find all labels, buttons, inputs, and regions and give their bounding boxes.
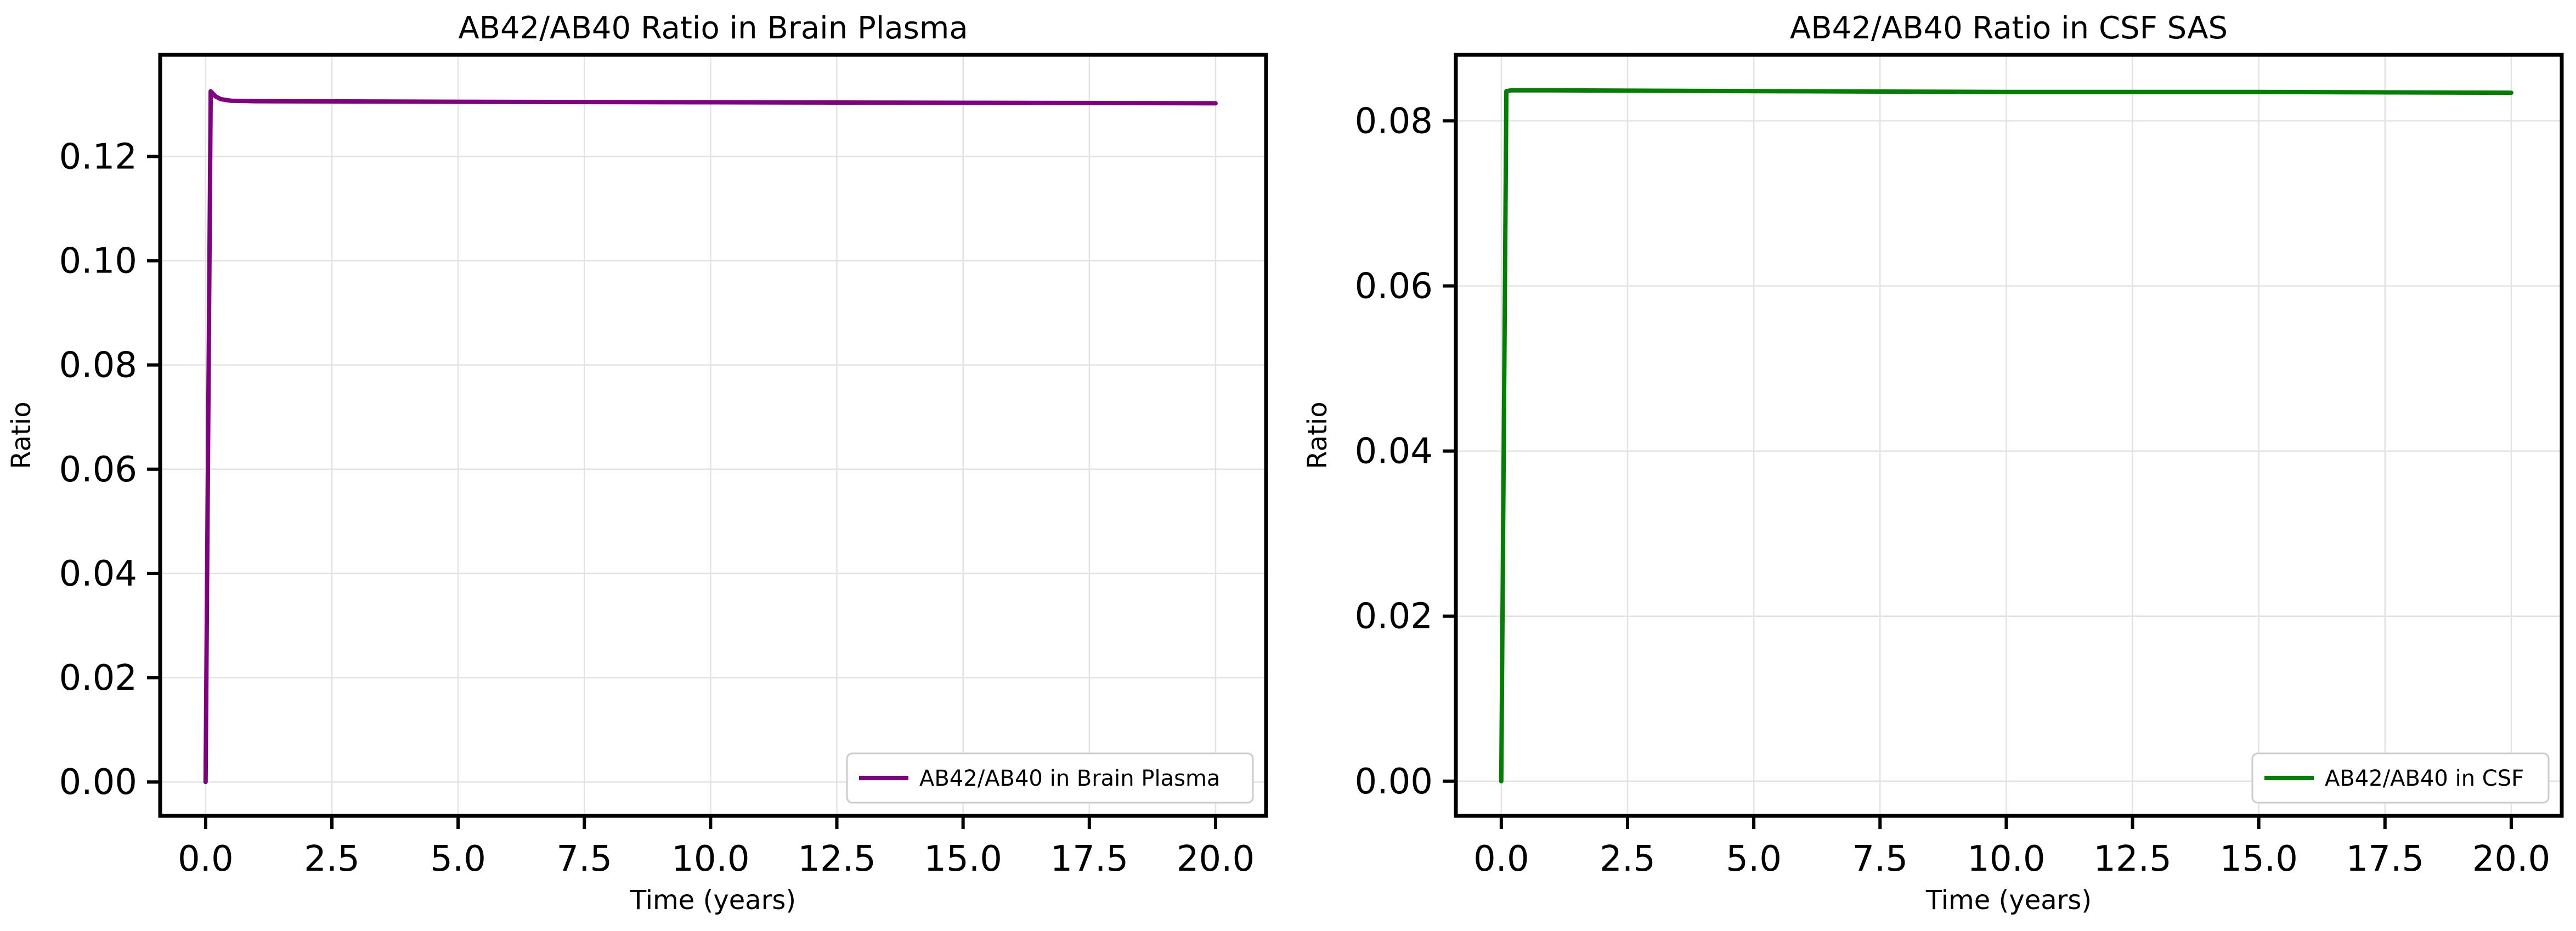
x-tick-label: 10.0: [1967, 839, 2046, 879]
x-tick-label: 10.0: [671, 839, 750, 879]
x-tick-label: 17.5: [2346, 839, 2425, 879]
y-tick-label: 0.04: [59, 554, 138, 594]
x-tick-label: 12.5: [2093, 839, 2172, 879]
legend-entry: AB42/AB40 in Brain Plasma: [919, 766, 1220, 791]
x-tick-label: 20.0: [1177, 839, 1255, 879]
y-axis-label: Ratio: [6, 401, 37, 469]
x-tick-label: 5.0: [430, 839, 486, 879]
y-tick-label: 0.08: [1355, 101, 1433, 141]
legend-box: [2251, 752, 2550, 804]
legend-entry: AB42/AB40 in CSF: [2325, 766, 2524, 791]
y-tick-label: 0.04: [1355, 432, 1433, 472]
y-tick-label: 0.02: [1355, 597, 1433, 637]
chart-brain-plasma: 0.0 2.5 5.0 7.5 10.0 12.5 15.0 17.5 20.0 0.00 0.02…: [6, 10, 1268, 916]
legend: AB42/AB40 in Brain Plasma: [846, 752, 1254, 804]
y-tick-label: 0.00: [59, 762, 138, 803]
x-axis-label: Time (years): [630, 885, 796, 916]
chart-csf-sas: 0.0 2.5 5.0 7.5 10.0 12.5 15.0 17.5 20.0 0.00 0.02…: [1302, 10, 2564, 916]
y-tick-label: 0.12: [59, 137, 138, 177]
x-tick-label: 0.0: [1473, 839, 1529, 879]
x-tick-label: 17.5: [1050, 839, 1129, 879]
y-axis-label: Ratio: [1302, 401, 1333, 469]
series-line: [203, 89, 1218, 785]
plot-frame: [158, 53, 1268, 818]
chart-title: AB42/AB40 Ratio in CSF SAS: [1790, 10, 2228, 46]
x-tick-label: 7.5: [556, 839, 612, 879]
x-tick-label: 15.0: [924, 839, 1002, 879]
y-tick-label: 0.00: [1355, 762, 1433, 802]
x-tick-label: 15.0: [2219, 839, 2298, 879]
x-tick-label: 5.0: [1726, 839, 1782, 879]
x-tick-label: 2.5: [304, 839, 360, 879]
y-tick-label: 0.06: [59, 450, 138, 490]
x-tick-label: 20.0: [2472, 839, 2551, 879]
x-tick-label: 0.0: [178, 839, 234, 879]
x-axis-label: Time (years): [1925, 885, 2092, 916]
legend: AB42/AB40 in CSF: [2251, 752, 2550, 804]
legend-box: [846, 752, 1254, 804]
chart-title: AB42/AB40 Ratio in Brain Plasma: [458, 10, 968, 46]
y-tick-label: 0.06: [1355, 266, 1433, 307]
y-tick-label: 0.02: [59, 658, 138, 699]
y-tick-label: 0.08: [59, 345, 138, 386]
series-line: [1499, 88, 2513, 784]
x-tick-label: 2.5: [1600, 839, 1656, 879]
plot-frame: [1454, 53, 2564, 818]
x-tick-label: 7.5: [1852, 839, 1908, 879]
x-tick-label: 12.5: [798, 839, 876, 879]
y-tick-label: 0.10: [59, 241, 138, 282]
